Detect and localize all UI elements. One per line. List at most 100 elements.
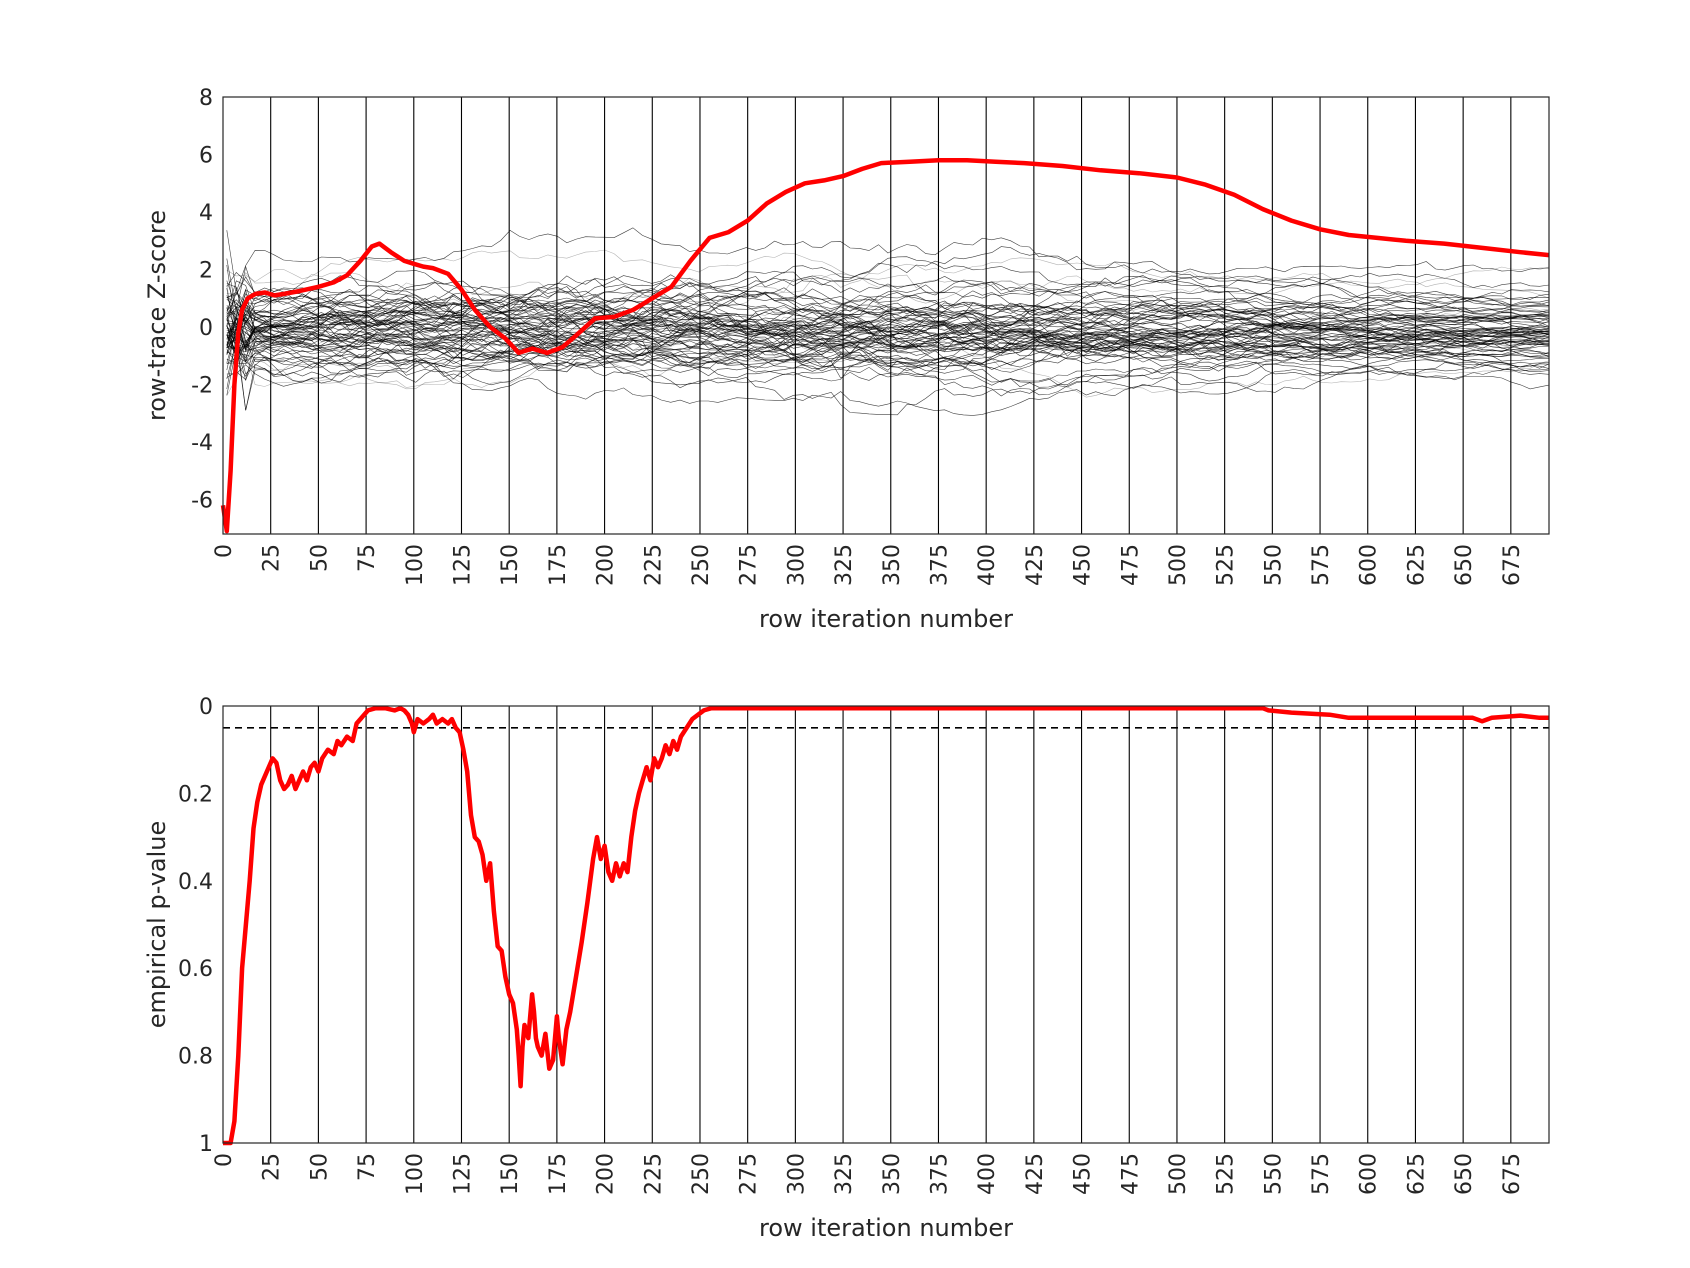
null-trace — [226, 319, 1550, 376]
x-tick-label-0: 0 — [212, 1153, 237, 1167]
null-trace — [226, 334, 1550, 398]
x-tick-label-425: 425 — [1023, 1153, 1048, 1195]
null-trace — [226, 305, 1550, 367]
x-tick-label-450: 450 — [1071, 1153, 1096, 1195]
x-tick-label-375: 375 — [927, 544, 952, 586]
x-tick-label-175: 175 — [546, 1153, 571, 1195]
null-trace — [226, 257, 1550, 308]
null-trace — [226, 298, 1550, 356]
pvalue-y-tick-labels: 0 0.2 0.4 0.6 0.8 1 — [178, 695, 213, 1157]
x-tick-label-200: 200 — [594, 1153, 619, 1195]
x-tick-label-500: 500 — [1166, 544, 1191, 586]
pvalue-y-axis-label: empirical p-value — [143, 821, 171, 1029]
pvalue-x-axis-label: row iteration number — [759, 1214, 1013, 1242]
x-tick-label-375: 375 — [927, 1153, 952, 1195]
x-tick-label-600: 600 — [1357, 1153, 1382, 1195]
null-trace — [226, 292, 1550, 336]
x-tick-label-550: 550 — [1261, 544, 1286, 586]
y-tick-label--2: -2 — [191, 374, 213, 399]
null-trace — [226, 311, 1549, 383]
null-trace — [226, 329, 1550, 416]
pvalue-axes-box — [222, 705, 1550, 1144]
x-tick-label-400: 400 — [975, 544, 1000, 586]
null-trace — [226, 280, 1550, 343]
x-tick-label-150: 150 — [498, 544, 523, 586]
y-tick-label-8: 8 — [199, 86, 213, 111]
x-tick-label-550: 550 — [1261, 1153, 1286, 1195]
x-tick-label-575: 575 — [1309, 544, 1334, 586]
null-trace — [226, 288, 1550, 358]
x-tick-label-225: 225 — [641, 544, 666, 586]
pvalue-vertical-gridlines — [270, 706, 1512, 1143]
x-tick-label-175: 175 — [546, 544, 571, 586]
null-trace — [226, 302, 1550, 358]
null-trace — [226, 305, 1550, 360]
x-tick-label-675: 675 — [1500, 1153, 1525, 1195]
null-trace — [226, 323, 1550, 368]
x-tick-label-400: 400 — [975, 1153, 1000, 1195]
x-tick-label-350: 350 — [880, 1153, 905, 1195]
x-tick-label-125: 125 — [450, 1153, 475, 1195]
y-tick-label-2: 2 — [199, 259, 213, 284]
null-trace — [226, 298, 1550, 365]
zscore-null-traces — [226, 227, 1550, 416]
null-trace — [226, 313, 1550, 368]
null-trace — [226, 246, 1550, 320]
x-tick-label-75: 75 — [355, 544, 380, 572]
x-tick-label-250: 250 — [689, 1153, 714, 1195]
x-tick-label-275: 275 — [737, 1153, 762, 1195]
zscore-x-tick-labels: 0 25 50 75 100 125 150 175 200 225 250 275 300 325 350… — [212, 544, 1525, 586]
null-trace — [226, 316, 1550, 365]
x-tick-label-475: 475 — [1118, 544, 1143, 586]
x-tick-label-575: 575 — [1309, 1153, 1334, 1195]
null-trace — [226, 316, 1550, 370]
y-tick-label-0.2: 0.2 — [178, 782, 213, 807]
x-tick-label-100: 100 — [403, 544, 428, 586]
null-trace — [226, 249, 1550, 304]
y-tick-label-0: 0 — [199, 316, 213, 341]
null-trace — [226, 290, 1550, 349]
null-trace — [226, 273, 1550, 338]
x-tick-label-625: 625 — [1404, 1153, 1429, 1195]
null-trace — [226, 297, 1550, 377]
x-tick-label-650: 650 — [1452, 544, 1477, 586]
null-trace — [226, 319, 1550, 361]
zscore-observed-trace — [220, 158, 1550, 534]
y-tick-label-0.4: 0.4 — [178, 870, 213, 895]
x-tick-label-125: 125 — [450, 544, 475, 586]
null-trace — [226, 302, 1550, 355]
null-trace — [226, 283, 1550, 325]
zscore-x-axis-label: row iteration number — [759, 605, 1013, 633]
null-trace — [226, 300, 1550, 371]
null-trace — [226, 227, 1550, 292]
null-trace — [226, 303, 1550, 370]
pvalue-x-tick-labels: 0 25 50 75 100 125 150 175 200 225 250 275 300 325 350… — [212, 1153, 1525, 1195]
x-tick-label-250: 250 — [689, 544, 714, 586]
null-trace — [226, 333, 1550, 372]
y-tick-label-4: 4 — [199, 201, 213, 226]
x-tick-label-100: 100 — [403, 1153, 428, 1195]
null-trace — [226, 316, 1550, 351]
y-tick-label-6: 6 — [199, 144, 213, 169]
y-tick-label-0: 0 — [199, 695, 213, 720]
x-tick-label-500: 500 — [1166, 1153, 1191, 1195]
y-tick-label-0.6: 0.6 — [178, 957, 213, 982]
null-trace — [226, 288, 1550, 364]
x-tick-label-200: 200 — [594, 544, 619, 586]
null-trace — [226, 334, 1550, 416]
y-tick-label--6: -6 — [191, 489, 213, 514]
y-tick-label-0.8: 0.8 — [178, 1045, 213, 1070]
zscore-panel: 0 25 50 75 100 125 150 175 200 225 250 275 300 325 350… — [143, 86, 1550, 633]
x-tick-label-600: 600 — [1357, 544, 1382, 586]
x-tick-label-675: 675 — [1500, 544, 1525, 586]
x-tick-label-300: 300 — [784, 544, 809, 586]
null-trace — [226, 331, 1550, 411]
x-tick-label-475: 475 — [1118, 1153, 1143, 1195]
y-tick-label-1: 1 — [199, 1132, 213, 1157]
x-tick-label-275: 275 — [737, 544, 762, 586]
x-tick-label-0: 0 — [212, 544, 237, 558]
x-tick-label-525: 525 — [1214, 1153, 1239, 1195]
x-tick-label-350: 350 — [880, 544, 905, 586]
zscore-y-axis-label: row-trace Z-score — [143, 210, 171, 421]
x-tick-label-50: 50 — [307, 1153, 332, 1181]
